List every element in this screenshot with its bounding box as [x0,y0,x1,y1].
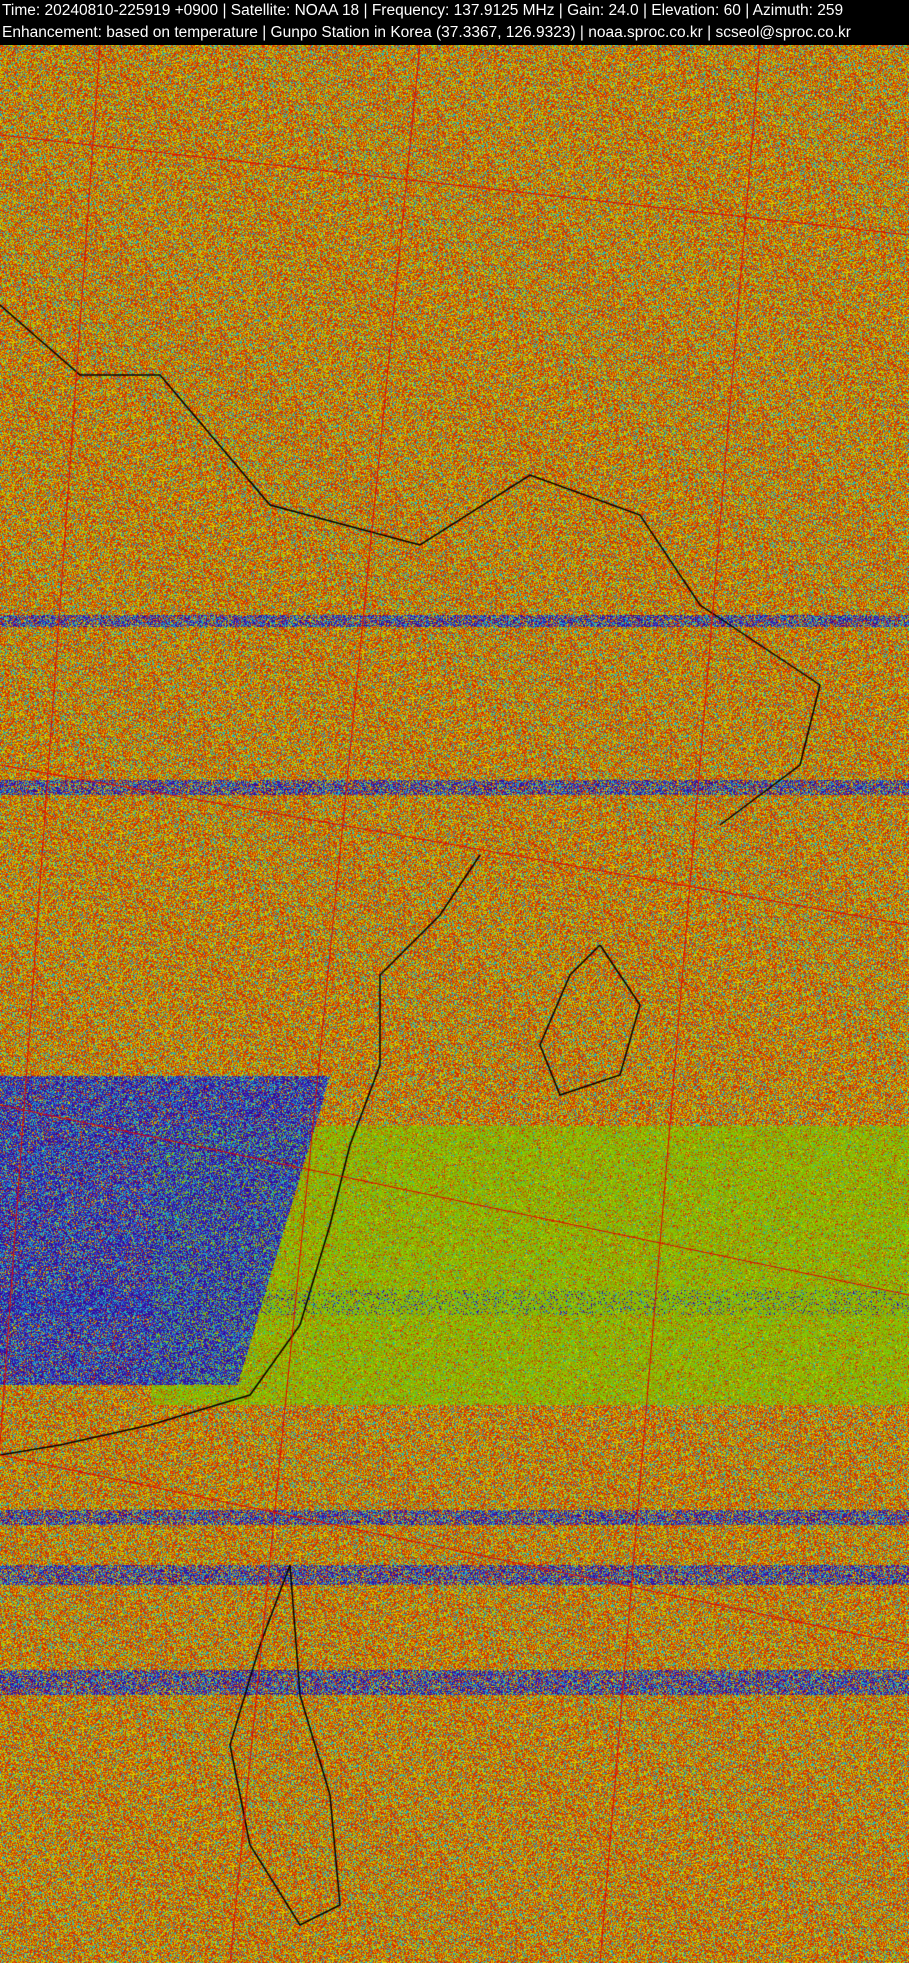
satellite-image [0,45,909,1963]
header-line-2: Enhancement: based on temperature | Gunp… [2,24,851,41]
header-line-1: Time: 20240810-225919 +0900 | Satellite:… [2,2,844,19]
info-header: Time: 20240810-225919 +0900 | Satellite:… [0,0,909,45]
